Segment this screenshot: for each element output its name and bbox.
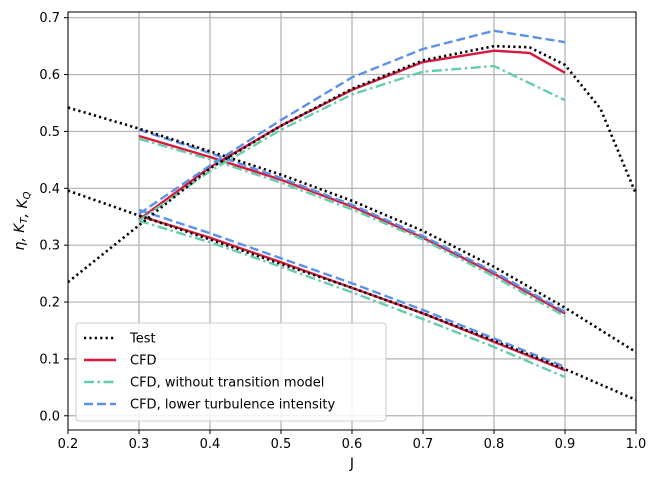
series-line-test-1 [68, 106, 636, 354]
series-line-cfd-2 [138, 214, 566, 372]
x-tick-label: 0.3 [129, 437, 150, 452]
y-tick-label: 0.7 [39, 11, 60, 26]
y-axis-label: η, KT, KQ [12, 191, 33, 250]
legend-label: CFD [130, 354, 157, 369]
series-line-cfd-lower-turbulence-intensity-2 [138, 208, 566, 368]
x-tick-label: 0.5 [271, 437, 292, 452]
axis-ticks: 0.2 0.3 0.4 0.5 0.6 0.7 0.8 0.9 1.0 0.0 0.1 0.2 0.3 0… [39, 11, 646, 452]
y-tick-label: 0.1 [39, 352, 60, 367]
series-line-cfd-lower-turbulence-intensity-1 [138, 128, 566, 313]
y-tick-label: 0.4 [39, 182, 60, 197]
legend-label: CFD, lower turbulence intensity [130, 398, 335, 413]
x-axis-label: J [349, 456, 354, 472]
x-tick-label: 0.6 [342, 437, 363, 452]
x-tick-label: 0.2 [58, 437, 79, 452]
x-tick-label: 0.8 [484, 437, 505, 452]
series-line-cfd-without-transition-model-2 [138, 219, 566, 379]
y-tick-label: 0.0 [39, 409, 60, 424]
y-tick-label: 0.3 [39, 239, 60, 254]
legend-label: CFD, without transition model [130, 376, 324, 391]
series-line-cfd-without-transition-model-1 [138, 137, 566, 318]
x-tick-label: 1.0 [626, 437, 647, 452]
x-tick-label: 0.9 [555, 437, 576, 452]
series-line-cfd-without-transition-model-3 [138, 64, 566, 222]
y-tick-label: 0.5 [39, 125, 60, 140]
x-tick-label: 0.4 [200, 437, 221, 452]
legend-box [75, 322, 387, 422]
series-line-cfd-1 [138, 134, 566, 315]
series-line-test-2 [68, 189, 636, 402]
plot-area [68, 29, 636, 402]
y-tick-label: 0.6 [39, 68, 60, 83]
series-line-test-3 [68, 44, 636, 284]
legend: Test CFD CFD, without transition model CFD,… [75, 322, 387, 422]
legend-label: Test [129, 332, 156, 347]
x-tick-label: 0.7 [413, 437, 434, 452]
series-line-cfd-lower-turbulence-intensity-3 [138, 29, 566, 215]
y-tick-label: 0.2 [39, 296, 60, 311]
